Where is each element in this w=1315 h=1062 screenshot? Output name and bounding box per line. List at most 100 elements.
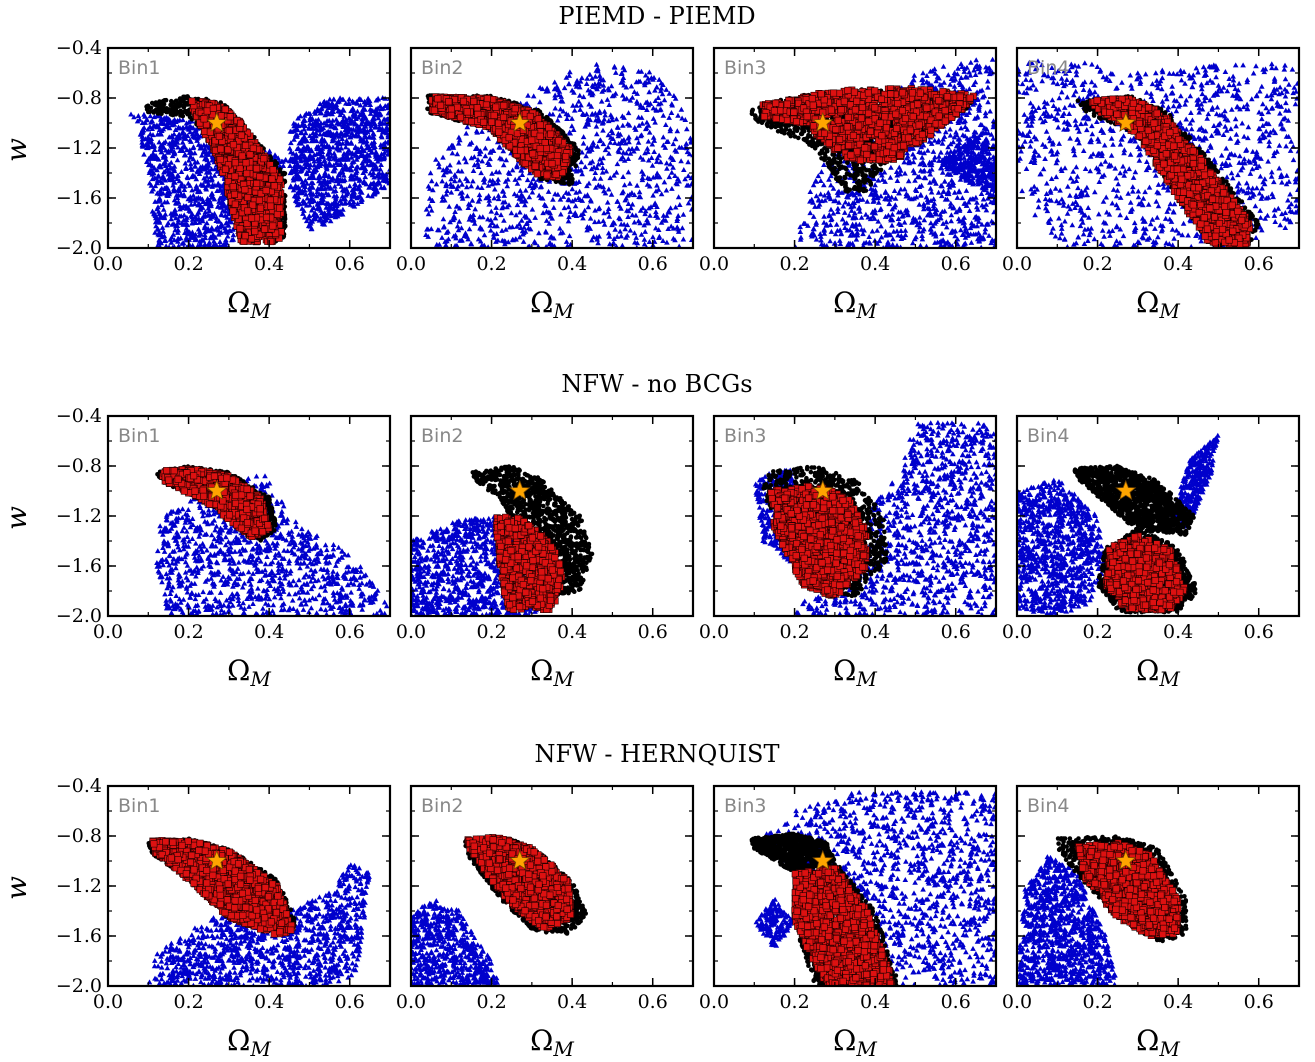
blue-point [589,82,596,88]
blue-point [200,181,206,187]
blue-point [222,225,228,231]
blue-point [377,121,383,127]
blue-point [178,183,185,189]
blue-point [384,147,390,153]
blue-point [339,136,345,141]
blue-point [294,199,300,205]
blue-point [444,188,450,193]
blue-point [211,238,217,244]
blue-point [220,196,226,202]
blue-point [306,152,313,158]
blue-point [291,136,297,142]
blue-point [567,208,574,214]
blue-point [171,121,178,127]
blue-point [176,187,182,193]
blue-point [301,122,307,128]
blue-point [617,228,623,234]
blue-point [362,174,369,180]
blue-points-layer [423,61,693,248]
red-point [229,183,237,191]
red-point [262,213,270,221]
blue-point [297,187,304,193]
blue-point [479,214,486,220]
blue-point [335,201,341,207]
blue-point [426,203,433,209]
blue-point [151,170,157,176]
blue-point [676,243,682,248]
blue-point [650,105,657,111]
blue-point [295,122,302,128]
blue-point [343,152,350,158]
blue-point [306,202,313,208]
blue-point [325,128,331,134]
blue-point [214,224,221,230]
blue-point [518,225,524,230]
blue-point [189,214,195,220]
blue-point [187,161,194,167]
blue-point [223,237,229,243]
blue-point [186,126,192,132]
blue-point [190,144,197,150]
blue-point [342,177,348,183]
blue-point [598,98,605,104]
blue-point [447,162,453,168]
red-point [221,105,229,113]
blue-point [561,85,568,91]
blue-point [587,160,593,166]
blue-point [195,134,201,140]
blue-point [367,106,373,112]
blue-point [381,128,388,134]
red-point [224,146,232,154]
blue-point [569,115,575,121]
blue-point [638,114,645,120]
blue-point [180,144,186,150]
blue-point [627,180,633,186]
blue-point [162,211,169,217]
blue-point [183,166,189,171]
blue-point [357,176,363,182]
blue-point [326,156,333,162]
x-axis-label: ΩM [227,286,271,323]
blue-point [357,193,363,199]
blue-point [223,239,229,245]
blue-point [455,168,462,174]
blue-point [472,206,478,212]
blue-point [509,167,516,173]
blue-point [675,112,681,118]
blue-point [131,114,137,120]
blue-point [153,154,160,160]
blue-point [478,243,485,248]
black-point [148,105,154,111]
blue-point [428,207,435,213]
blue-point [625,110,632,116]
blue-point [373,155,380,161]
blue-point [641,236,648,242]
blue-point [341,113,347,119]
red-point [272,229,280,237]
blue-point [338,145,345,151]
blue-point [179,139,186,145]
blue-point [583,153,589,159]
blue-point [148,182,155,188]
blue-point [350,99,357,105]
blue-point [192,201,198,207]
blue-point [332,214,339,220]
red-point [231,190,239,198]
blue-point [589,75,595,81]
y-tick-label: −1.6 [56,187,102,209]
blue-point [613,116,620,122]
blue-point [189,242,196,248]
blue-point [640,171,647,177]
blue-point [669,169,675,175]
blue-point [218,223,224,229]
blue-point [185,204,191,210]
blue-point [333,193,340,199]
blue-point [343,186,350,192]
blue-point [358,121,365,127]
blue-point [452,209,458,214]
blue-point [618,79,624,85]
black-point [169,108,174,113]
blue-point [375,115,382,121]
blue-point [449,150,456,156]
blue-point [228,219,235,225]
